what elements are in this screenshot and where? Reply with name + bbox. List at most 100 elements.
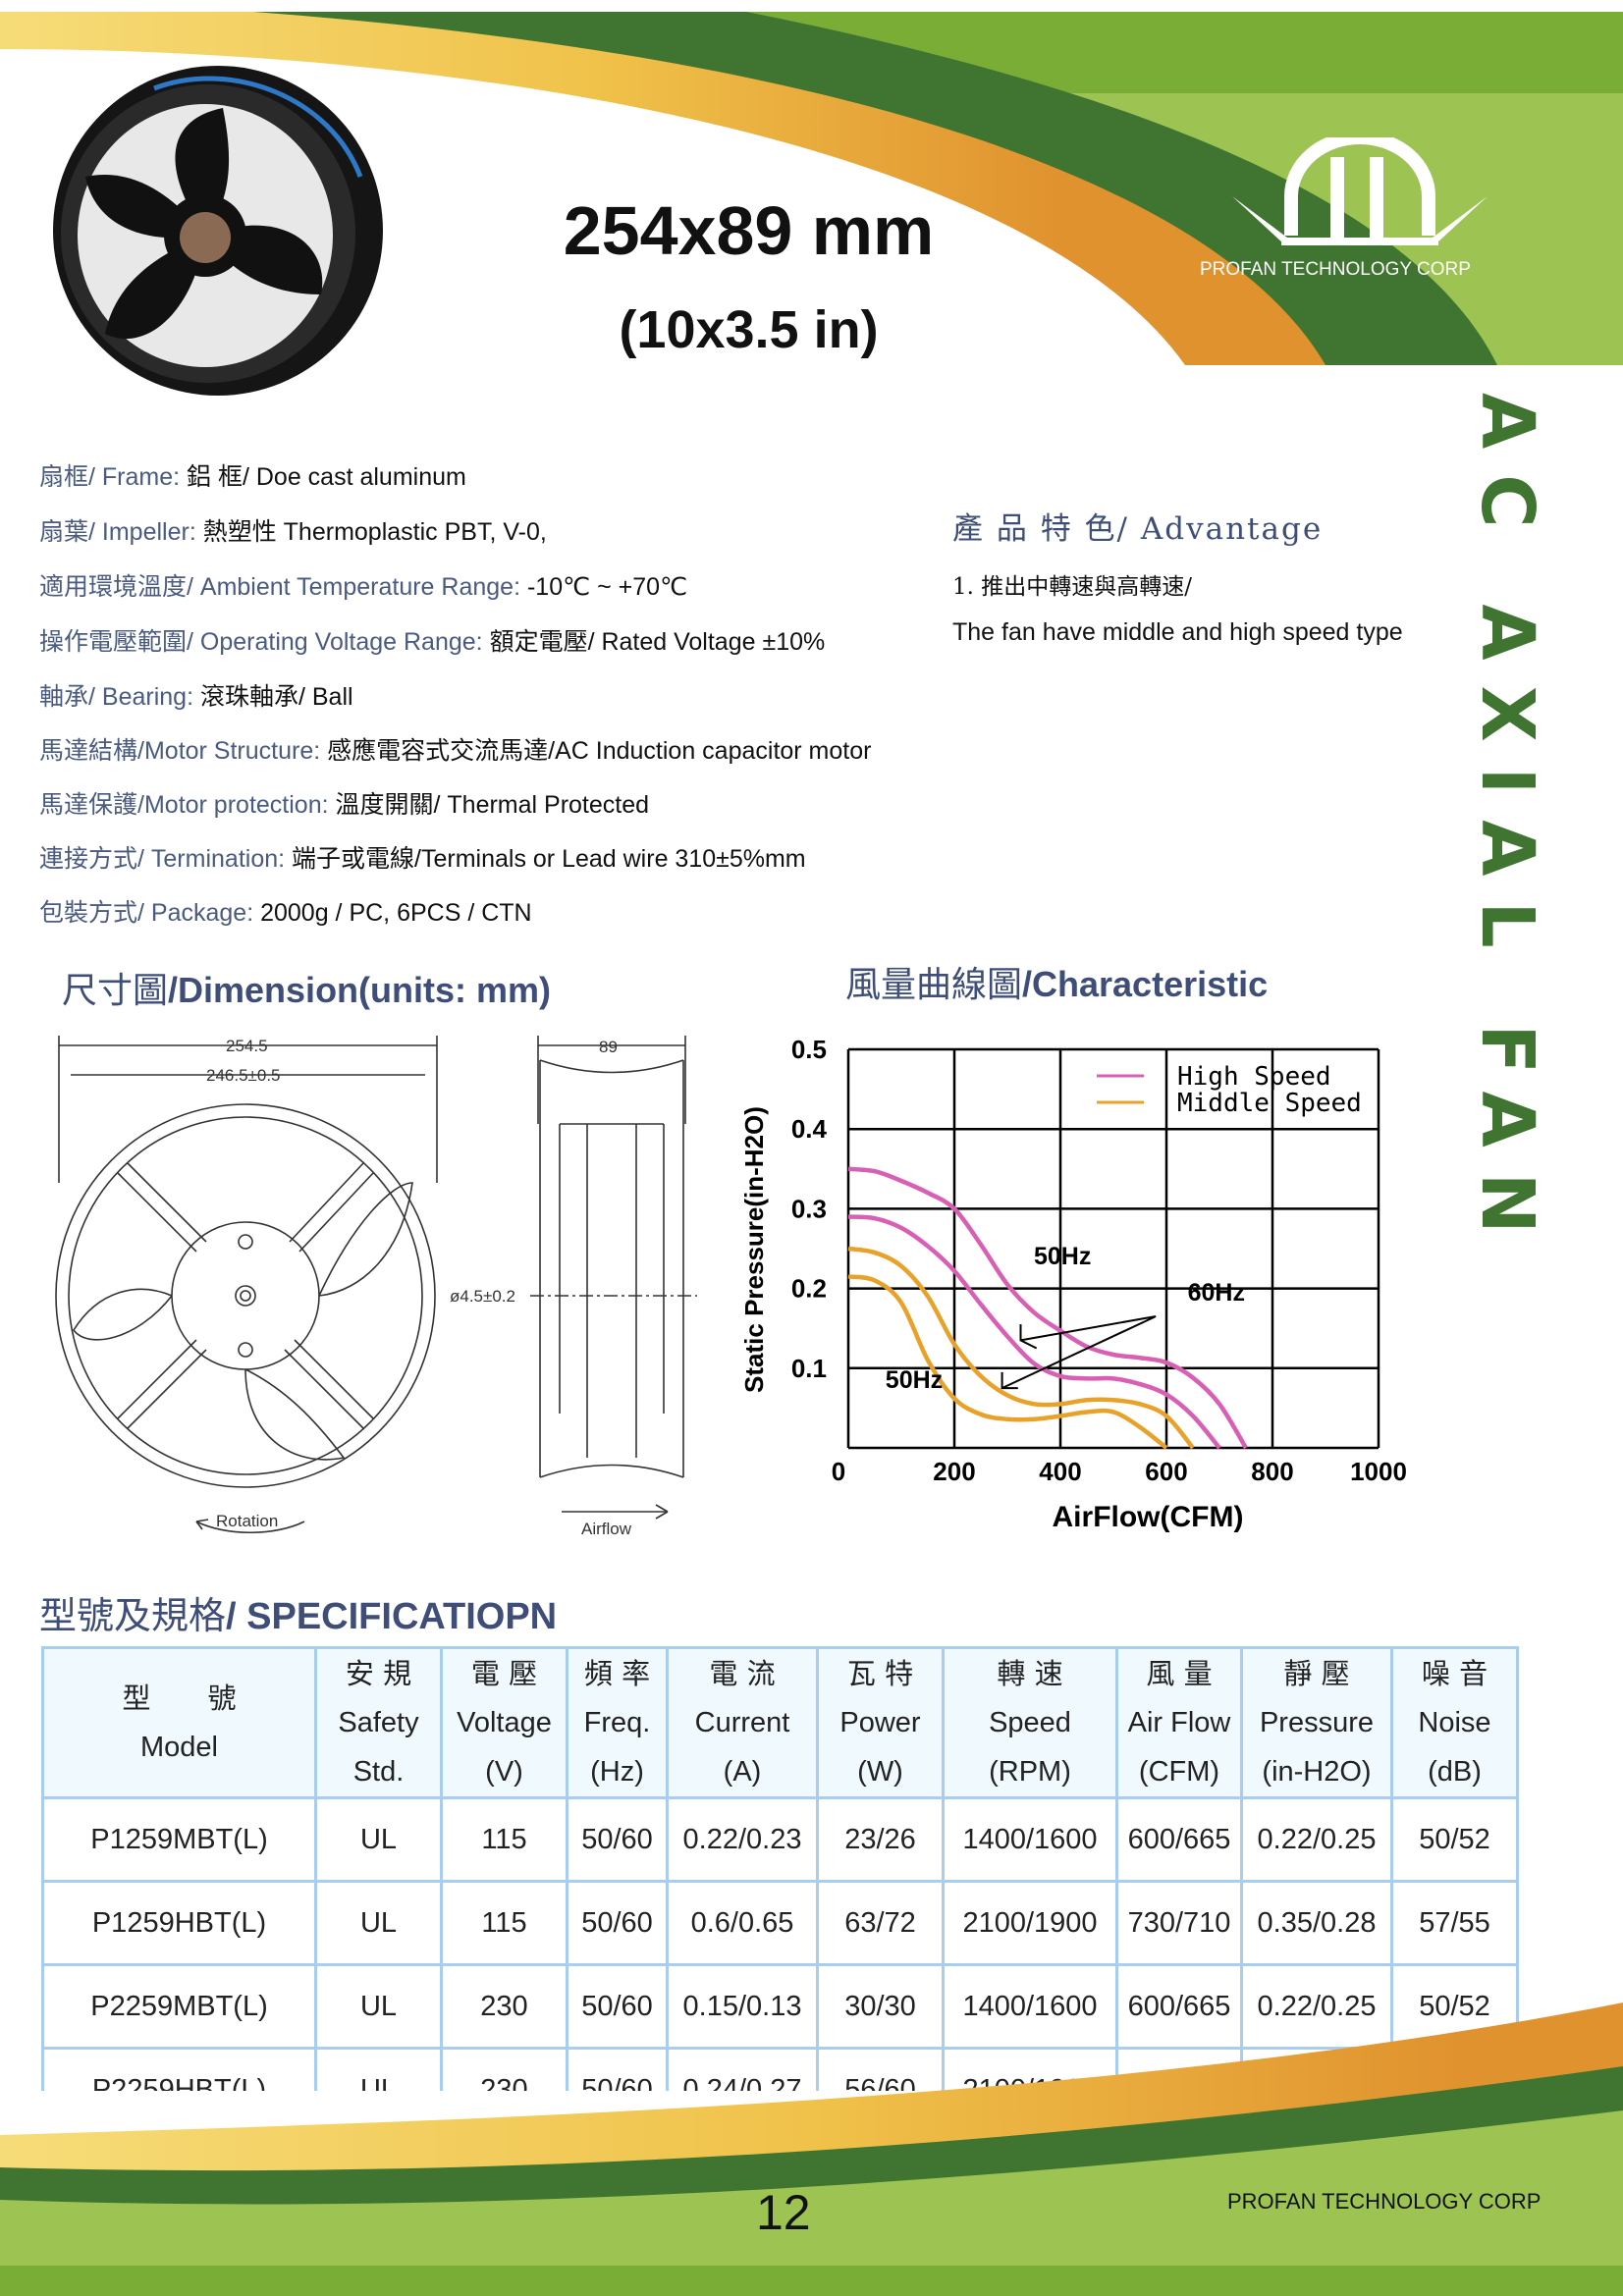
column-header-en: Noise (1418, 1707, 1491, 1738)
table-cell: 50/52 (1390, 1796, 1519, 1883)
spec-label-en: / Bearing: (88, 683, 200, 711)
series-line (847, 1166, 1248, 1450)
table-cell: 23/26 (816, 1796, 945, 1883)
spec-label-zh: 扇框 (39, 462, 89, 491)
spec-label-en: /Motor protection: (137, 791, 336, 819)
column-header-unit: (V) (485, 1756, 523, 1788)
table-cell: 50/52 (1390, 1963, 1519, 2050)
spec-value: 滾珠軸承/ Ball (199, 683, 353, 711)
column-header-en: Power (839, 1707, 921, 1738)
series-line (847, 1274, 1168, 1450)
specification-heading: 型號及規格/ SPECIFICATIOPN (39, 1585, 557, 1639)
logo-text: PROFAN TECHNOLOGY CORP (1200, 259, 1471, 280)
table-cell: 0.22/0.25 (1240, 1963, 1393, 2050)
column-header-unit: Std. (352, 1756, 405, 1788)
table-cell: 30/30 (816, 1963, 945, 2050)
spec-line: 操作電壓範圍/ Operating Voltage Range: 額定電壓/ R… (39, 622, 825, 658)
column-header-unit: (in-H2O) (1262, 1756, 1372, 1788)
table-cell: 50/60 (566, 1880, 669, 1966)
spec-value: 鋁 框/ Doe cast aluminum (187, 463, 466, 491)
column-header-zh: 噪 音 (1421, 1657, 1488, 1690)
annotation-arrowhead (1001, 1324, 1038, 1390)
table-cell: 56/60 (816, 2047, 945, 2091)
column-header-unit: (RPM) (989, 1756, 1071, 1788)
table-row: P1259HBT(L) UL 115 50/60 0.6/0.65 63/72 2100/1… (41, 1880, 1519, 1966)
y-axis-label: Static Pressure(in-H2O) (739, 1106, 769, 1393)
size-title-mm: 254x89 mm (563, 192, 935, 269)
table-cell: UL (314, 1796, 443, 1883)
series-line (847, 1246, 1195, 1450)
table-cell: 0.15/0.13 (666, 1963, 819, 2050)
table-cell: 2100/1900 (942, 1880, 1118, 1966)
table-cell: UL (314, 2047, 443, 2091)
x-tick-label: 800 (1251, 1457, 1293, 1486)
table-cell: 63/72 (816, 1880, 945, 1966)
rotation-label: Rotation (216, 1512, 278, 1530)
column-header: 型 號 Model (41, 1646, 317, 1799)
table-cell: 600/665 (1115, 1963, 1243, 2050)
table-cell: 0.35/0.28 (1240, 2047, 1393, 2091)
characteristic-chart: 0 200 400 600 800 1000 0.1 0.2 0.3 0.4 0.5 AirFlow(… (739, 1035, 1407, 1533)
spec-line: 適用環境溫度/ Ambient Temperature Range: -10℃ … (39, 567, 687, 603)
legend-label: High Speed (1177, 1062, 1331, 1092)
spec-label-en: / Termination: (137, 845, 293, 873)
y-tick-label: 0.2 (791, 1274, 827, 1304)
table-cell: 57/55 (1390, 1880, 1519, 1966)
x-axis-label: AirFlow(CFM) (1053, 1501, 1244, 1533)
specification-heading-zh: 型號及規格 (39, 1594, 227, 1637)
column-header-en: Safety (338, 1707, 419, 1738)
column-header: 噪 音 Noise (dB) (1390, 1646, 1519, 1799)
fan-photo (53, 66, 383, 396)
column-header: 頻 率 Freq. (Hz) (566, 1646, 669, 1799)
advantage-line-1: 1. 推出中轉速與高轉速/ (952, 574, 1193, 600)
spec-value: -10℃ ~ +70℃ (526, 573, 688, 601)
table-cell: 0.6/0.65 (666, 1880, 819, 1966)
spec-label-zh: 馬達結構 (39, 736, 138, 765)
table-cell: P2259HBT(L) (41, 2047, 317, 2091)
spec-label-zh: 操作電壓範圍 (39, 627, 188, 656)
specification-heading-en: / SPECIFICATIOPN (226, 1596, 558, 1637)
column-header-unit: (CFM) (1138, 1756, 1220, 1788)
column-header-zh: 安 規 (345, 1657, 412, 1690)
column-header-en: Air Flow (1127, 1707, 1231, 1738)
column-header-zh: 轉 速 (997, 1657, 1063, 1690)
x-tick-label: 1000 (1350, 1457, 1407, 1486)
column-header-zh: 頻 率 (583, 1657, 651, 1690)
column-header-en: Speed (989, 1707, 1071, 1738)
spec-label-en: / Frame: (88, 463, 188, 491)
column-header-en: Freq. (583, 1707, 651, 1738)
column-header-zh: 電 壓 (470, 1657, 538, 1690)
spec-table-clip: 型號及規格/ SPECIFICATIOPN 型 號 Model 安 規 Safety S… (39, 1585, 1519, 2091)
column-header-zh: 風 量 (1146, 1657, 1213, 1690)
column-header: 瓦 特 Power (W) (816, 1646, 945, 1799)
column-header-en: Current (694, 1707, 790, 1738)
spec-label-en: /Motor Structure: (137, 737, 328, 765)
spec-line: 扇葉/ Impeller: 熱塑性 Thermoplastic PBT, V-0… (39, 512, 547, 548)
advantage-heading: 產 品 特 色/ Advantage (952, 511, 1324, 547)
table-cell: 600/665 (1115, 1796, 1243, 1883)
table-cell: P2259MBT(L) (41, 1963, 317, 2050)
table-header-row: 型 號 Model 安 規 Safety Std. 電 壓 Voltage (V) 頻 率 Fre… (41, 1646, 1519, 1799)
spec-label-zh: 包裝方式 (39, 898, 138, 927)
x-tick-label: 200 (933, 1457, 975, 1486)
specification-table: 型 號 Model 安 規 Safety Std. 電 壓 Voltage (V) 頻 率 Fre… (41, 1646, 1519, 2091)
spec-label-zh: 連接方式 (39, 844, 138, 873)
outer-diameter-label: 254.5 (226, 1037, 268, 1055)
spec-label-en: / Operating Voltage Range: (187, 628, 490, 656)
depth-label: 89 (599, 1038, 618, 1056)
spec-value: 額定電壓/ Rated Voltage ±10% (489, 628, 826, 656)
column-header-zh: 電 流 (709, 1657, 776, 1690)
spec-label-en: / Package: (137, 899, 261, 927)
curve-annotation: 50Hz (1034, 1243, 1091, 1270)
column-header-zh: 靜 壓 (1283, 1657, 1350, 1690)
column-header: 安 規 Safety Std. (314, 1646, 443, 1799)
spec-line: 扇框/ Frame: 鋁 框/ Doe cast aluminum (39, 457, 466, 493)
spec-label-en: / Impeller: (88, 518, 203, 546)
table-cell: 0.22/0.23 (666, 1796, 819, 1883)
spec-value: 溫度開關/ Thermal Protected (335, 791, 650, 819)
table-cell: 230 (440, 2047, 568, 2091)
spec-label-zh: 軸承 (39, 682, 89, 711)
inner-diameter-label: 246.5±0.5 (206, 1066, 281, 1085)
dimension-heading: 尺寸圖/Dimension(units: mm) (62, 962, 551, 1013)
